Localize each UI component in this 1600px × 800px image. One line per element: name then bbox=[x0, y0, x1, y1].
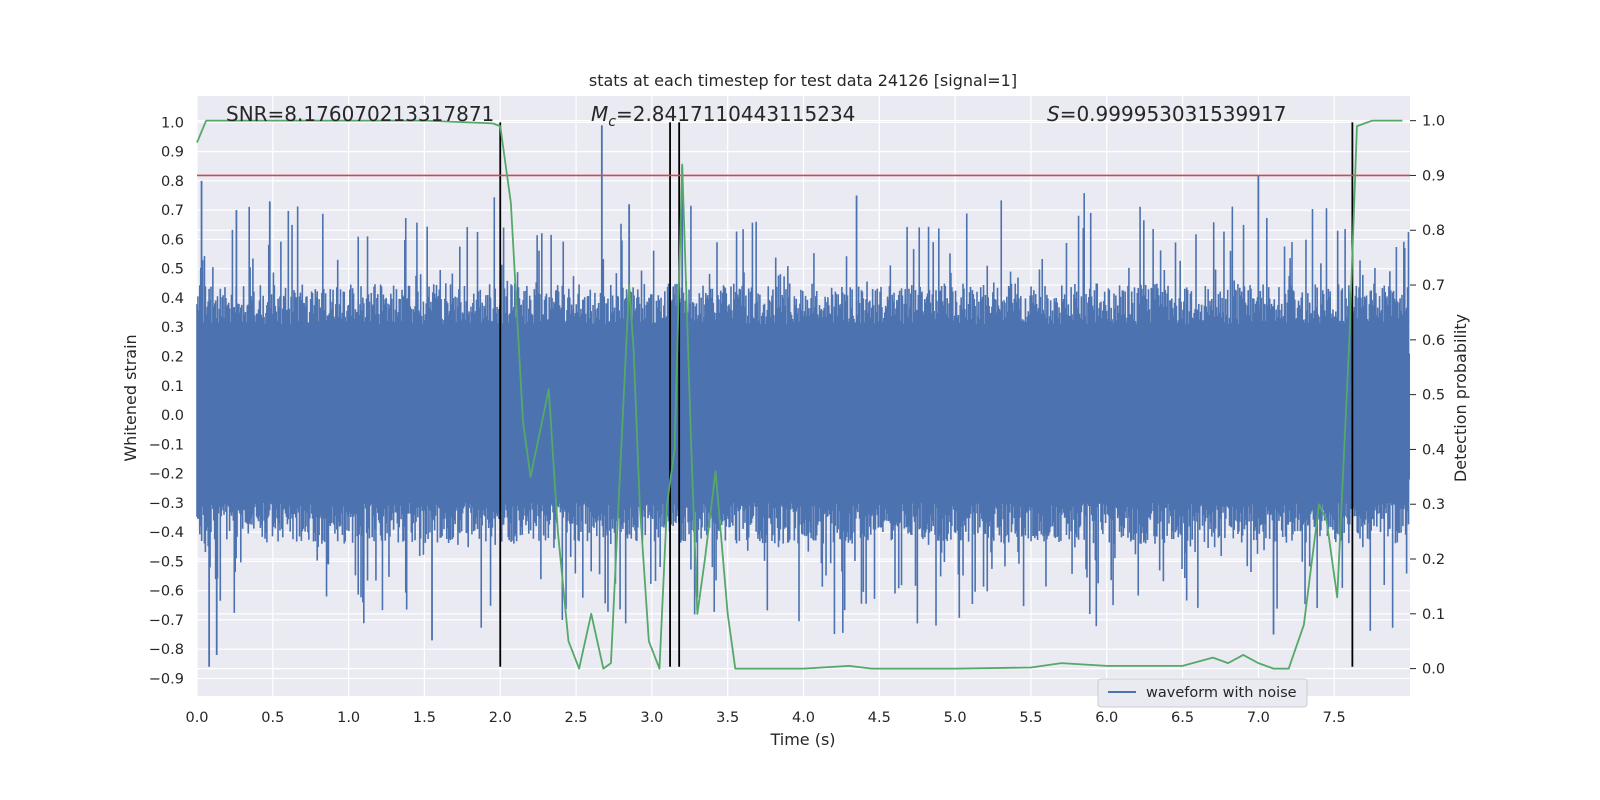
y-tick-label: 1.0 bbox=[161, 115, 184, 131]
x-tick-label: 2.0 bbox=[489, 710, 512, 726]
y-tick-label: −0.7 bbox=[149, 613, 184, 629]
waveform-series bbox=[196, 125, 1410, 667]
y-axis-right-ticks: 0.0 0.1 0.2 0.3 0.4 0.5 0.6 0.7 0.8 0.9 1.0 bbox=[1410, 114, 1445, 678]
score-symbol: S bbox=[1047, 102, 1060, 126]
legend: waveform with noise bbox=[1097, 678, 1308, 708]
y-axis-right-label: Detection probability bbox=[1451, 314, 1470, 482]
y-tick-label: −0.8 bbox=[149, 642, 184, 658]
vertical-marker-lines bbox=[499, 122, 1354, 667]
y-tick-label: 0.7 bbox=[161, 203, 184, 219]
y-right-tick-label: 0.5 bbox=[1422, 388, 1445, 404]
y-tick-label: 0.1 bbox=[161, 379, 184, 395]
x-tick-label: 0.0 bbox=[185, 710, 208, 726]
snr-annotation: SNR=8.176070213317871 bbox=[226, 102, 494, 126]
y-tick-label: −0.2 bbox=[149, 467, 184, 483]
x-tick-label: 7.0 bbox=[1247, 710, 1270, 726]
chart-title: stats at each timestep for test data 241… bbox=[589, 71, 1017, 90]
chirp-mass-annotation: Mc=2.8417110443115234 bbox=[591, 102, 855, 130]
chirp-mass-symbol: M bbox=[591, 102, 608, 126]
y-right-tick-label: 0.1 bbox=[1422, 607, 1445, 623]
y-right-tick-label: 0.7 bbox=[1422, 278, 1445, 294]
y-right-tick-label: 1.0 bbox=[1422, 114, 1445, 130]
probability-line bbox=[196, 119, 1403, 670]
legend-box bbox=[1097, 678, 1308, 708]
x-tick-label: 0.5 bbox=[261, 710, 284, 726]
probability-series bbox=[196, 119, 1403, 670]
x-tick-label: 6.5 bbox=[1171, 710, 1194, 726]
score-annotation: S=0.999953031539917 bbox=[1047, 102, 1286, 126]
y-right-tick-label: 0.8 bbox=[1422, 223, 1445, 239]
x-tick-label: 1.5 bbox=[413, 710, 436, 726]
score-value: =0.999953031539917 bbox=[1060, 102, 1287, 126]
x-axis-ticks: 0.0 0.5 1.0 1.5 2.0 2.5 3.0 3.5 4.0 4.5 5.0 5.5 6.0 6… bbox=[185, 710, 1345, 726]
y-tick-label: 0.5 bbox=[161, 262, 184, 278]
y-tick-label: 0.4 bbox=[161, 291, 184, 307]
y-axis-label: Whitened strain bbox=[121, 334, 140, 461]
y-right-tick-label: 0.6 bbox=[1422, 333, 1445, 349]
x-tick-label: 3.0 bbox=[640, 710, 663, 726]
y-tick-label: 0.0 bbox=[161, 408, 184, 424]
x-tick-label: 5.5 bbox=[1019, 710, 1042, 726]
y-right-tick-label: 0.3 bbox=[1422, 497, 1445, 513]
y-right-tick-label: 0.0 bbox=[1422, 662, 1445, 678]
x-axis-label: Time (s) bbox=[769, 730, 835, 749]
y-tick-label: 0.3 bbox=[161, 320, 184, 336]
x-tick-label: 6.0 bbox=[1095, 710, 1118, 726]
y-tick-label: 0.2 bbox=[161, 349, 184, 365]
chirp-mass-value: =2.8417110443115234 bbox=[616, 102, 855, 126]
y-right-tick-label: 0.9 bbox=[1422, 168, 1445, 184]
y-tick-label: −0.9 bbox=[149, 671, 184, 687]
y-tick-label: −0.5 bbox=[149, 554, 184, 570]
y-right-tick-label: 0.4 bbox=[1422, 442, 1445, 458]
x-tick-label: 7.5 bbox=[1323, 710, 1346, 726]
chirp-mass-subscript: c bbox=[608, 114, 616, 130]
x-tick-label: 2.5 bbox=[565, 710, 588, 726]
y-axis-ticks: −0.9 −0.8 −0.7 −0.6 −0.5 −0.4 −0.3 −0.2 −0.1 0.0 0… bbox=[149, 115, 184, 687]
x-tick-label: 4.0 bbox=[792, 710, 815, 726]
y-tick-label: −0.3 bbox=[149, 496, 184, 512]
x-tick-label: 3.5 bbox=[716, 710, 739, 726]
y-right-tick-label: 0.2 bbox=[1422, 552, 1445, 568]
x-tick-label: 1.0 bbox=[337, 710, 360, 726]
y-tick-label: −0.4 bbox=[149, 525, 184, 541]
x-tick-label: 5.0 bbox=[944, 710, 967, 726]
y-tick-label: −0.1 bbox=[149, 437, 184, 453]
y-tick-label: 0.9 bbox=[161, 145, 184, 161]
x-tick-label: 4.5 bbox=[868, 710, 891, 726]
y-tick-label: 0.8 bbox=[161, 174, 184, 190]
y-tick-label: −0.6 bbox=[149, 584, 184, 600]
y-tick-label: 0.6 bbox=[161, 232, 184, 248]
legend-label: waveform with noise bbox=[1146, 685, 1297, 701]
